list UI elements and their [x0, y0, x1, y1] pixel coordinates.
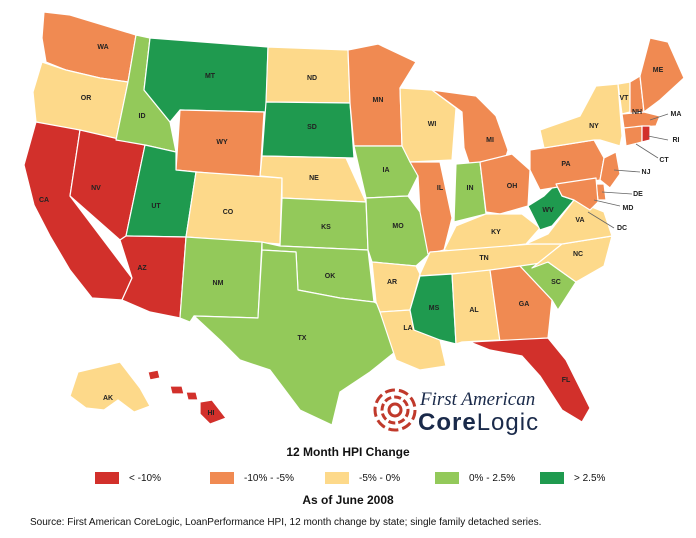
label-CT: CT [659, 157, 669, 164]
label-KY: KY [491, 229, 501, 236]
label-AZ: AZ [137, 265, 147, 272]
us-hpi-map: WA OR CA NV ID MT WY UT AZ CO NM ND SD N… [23, 11, 685, 426]
label-WA: WA [97, 44, 108, 51]
label-AR: AR [387, 279, 397, 286]
state-MT[interactable] [143, 37, 269, 123]
label-ME: ME [653, 67, 664, 74]
label-NV: NV [91, 185, 101, 192]
legend-swatch [435, 472, 459, 484]
legend-label: 0% - 2.5% [469, 472, 516, 484]
label-WV: WV [542, 207, 554, 214]
label-TX: TX [298, 335, 307, 342]
label-SD: SD [307, 124, 317, 131]
label-CO: CO [223, 209, 234, 216]
legend-label: -10% - -5% [244, 472, 295, 484]
state-OH[interactable] [479, 153, 531, 215]
state-CO[interactable] [185, 171, 283, 245]
label-NH: NH [632, 109, 642, 116]
label-GA: GA [519, 301, 530, 308]
state-MD[interactable] [555, 177, 599, 211]
as-of-date: As of June 2008 [302, 493, 394, 507]
label-MA: MA [671, 111, 682, 118]
legend-swatch [325, 472, 349, 484]
label-DC: DC [617, 225, 627, 232]
legend-item-m10-m5: -10% - -5% [210, 471, 294, 485]
legend-item-gt2_5: > 2.5% [540, 471, 605, 485]
state-GA[interactable] [489, 265, 553, 343]
label-NY: NY [589, 123, 599, 130]
label-AL: AL [469, 307, 479, 314]
state-MO[interactable] [365, 195, 435, 267]
state-IA[interactable] [353, 145, 419, 199]
state-HI[interactable] [199, 399, 227, 425]
label-IA: IA [383, 167, 390, 174]
corelogic-emblem-icon [373, 388, 417, 432]
label-OH: OH [507, 183, 518, 190]
legend-swatch [540, 472, 564, 484]
label-AK: AK [103, 395, 113, 402]
label-MI: MI [486, 137, 494, 144]
label-CA: CA [39, 197, 49, 204]
legend-title: 12 Month HPI Change [286, 445, 410, 459]
legend-label: > 2.5% [574, 472, 606, 484]
label-WI: WI [428, 121, 437, 128]
label-UT: UT [151, 203, 161, 210]
label-MD: MD [623, 205, 634, 212]
label-TN: TN [479, 255, 488, 262]
label-IN: IN [467, 185, 474, 192]
label-NJ: NJ [642, 169, 651, 176]
source-note: Source: First American CoreLogic, LoanPe… [30, 517, 542, 528]
logo-line-1: First American [420, 389, 536, 410]
state-labels: WA OR CA NV ID MT WY UT AZ CO NM ND SD N… [39, 44, 682, 417]
legend-item-lt-10: < -10% [95, 471, 161, 485]
label-NC: NC [573, 251, 583, 258]
state-HI-islands-1 [169, 385, 185, 395]
label-ND: ND [307, 75, 317, 82]
label-leader-lines [587, 113, 669, 229]
state-MA[interactable] [621, 111, 661, 129]
label-LA: LA [403, 325, 412, 332]
label-KS: KS [321, 224, 331, 231]
label-WY: WY [216, 139, 228, 146]
state-TX[interactable] [193, 249, 401, 426]
legend-label: -5% - 0% [359, 472, 401, 484]
label-HI: HI [208, 410, 215, 417]
legend-item-m5-0: -5% - 0% [325, 471, 400, 485]
state-AK[interactable] [69, 361, 151, 413]
label-MT: MT [205, 73, 216, 80]
label-NM: NM [213, 280, 224, 287]
label-VA: VA [575, 217, 584, 224]
state-VA[interactable] [525, 199, 613, 245]
state-ME[interactable] [639, 37, 685, 113]
legend-item-0-2_5: 0% - 2.5% [435, 471, 515, 485]
label-PA: PA [561, 161, 570, 168]
state-SD[interactable] [261, 101, 355, 159]
logo-line-2: CoreLogic [418, 409, 540, 436]
state-FL[interactable] [469, 337, 591, 423]
state-NY[interactable] [539, 83, 623, 149]
state-RI[interactable] [641, 125, 651, 143]
label-VT: VT [620, 95, 630, 102]
legend-label: < -10% [129, 472, 161, 484]
state-NJ[interactable] [599, 151, 621, 189]
label-IL: IL [437, 185, 444, 192]
legend: < -10% -10% - -5% -5% - 0% 0% - 2.5% > 2… [95, 471, 695, 487]
label-RI: RI [673, 137, 680, 144]
legend-swatch [95, 472, 119, 484]
label-OR: OR [81, 95, 92, 102]
label-ID: ID [139, 113, 146, 120]
label-OK: OK [325, 273, 336, 280]
first-american-corelogic-logo: First American CoreLogic [372, 385, 617, 436]
label-NE: NE [309, 175, 319, 182]
label-SC: SC [551, 279, 561, 286]
label-MO: MO [392, 223, 404, 230]
label-MS: MS [429, 305, 440, 312]
state-HI-islands-3 [147, 369, 161, 381]
legend-swatch [210, 472, 234, 484]
label-DE: DE [633, 191, 643, 198]
label-FL: FL [562, 377, 571, 384]
state-HI-islands-2 [185, 391, 199, 401]
state-CT[interactable] [623, 125, 643, 147]
label-MN: MN [373, 97, 384, 104]
